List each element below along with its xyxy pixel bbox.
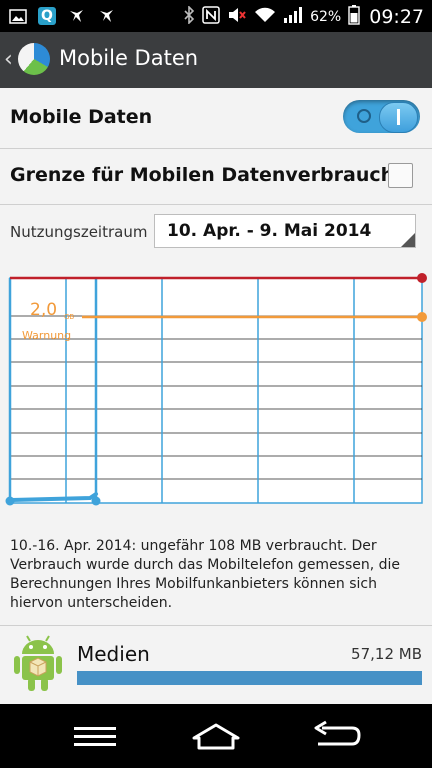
- period-select[interactable]: 10. Apr. - 9. Mai 2014: [154, 214, 416, 248]
- back-icon[interactable]: [312, 720, 362, 752]
- mobile-data-label: Mobile Daten: [10, 106, 153, 128]
- sweep-right-handle[interactable]: [91, 496, 101, 506]
- usage-line: [10, 492, 98, 502]
- usage-chart: [5, 273, 427, 506]
- grid-vertical-lines: [65, 278, 355, 503]
- dropdown-corner-icon: [401, 233, 415, 247]
- q-app-icon: Q: [38, 7, 56, 25]
- bluetooth-icon: [183, 5, 195, 28]
- warning-label: Warnung: [22, 329, 72, 342]
- warning-unit: GB: [64, 313, 75, 321]
- system-icons: 62% 09:27: [183, 5, 424, 29]
- app-name: Medien: [77, 642, 150, 666]
- home-icon[interactable]: [191, 720, 241, 752]
- divider: [0, 625, 432, 626]
- page-title: Mobile Daten: [59, 46, 199, 70]
- mobile-data-toggle[interactable]: [343, 100, 420, 133]
- mute-icon: [227, 6, 247, 28]
- menu-icon[interactable]: [70, 720, 120, 752]
- data-limit-checkbox[interactable]: [388, 163, 413, 188]
- battery-percent: 62%: [310, 9, 342, 25]
- android-icon: [14, 635, 62, 691]
- limit-handle[interactable]: [417, 273, 427, 283]
- period-label: Nutzungszeitraum: [10, 223, 148, 241]
- nfc-icon: [202, 6, 220, 28]
- divider: [0, 204, 432, 205]
- bird-icon: [66, 6, 86, 26]
- chart-grid: [9, 277, 423, 504]
- notification-icons: Q: [8, 6, 116, 26]
- toggle-on-marker: [397, 109, 400, 125]
- battery-icon: [348, 5, 360, 29]
- app-usage-bar: [77, 671, 422, 685]
- app-logo[interactable]: [18, 43, 50, 75]
- warning-handle[interactable]: [417, 312, 427, 322]
- toggle-off-marker: [357, 109, 371, 123]
- data-limit-row[interactable]: Grenze für Mobilen Datenverbrauch: [0, 149, 432, 204]
- signal-icon: [283, 6, 303, 28]
- period-value: 10. Apr. - 9. Mai 2014: [167, 221, 372, 241]
- usage-note: 10.-16. Apr. 2014: ungefähr 108 MB verbr…: [10, 538, 401, 611]
- app-usage-row[interactable]: Medien 57,12 MB: [0, 626, 432, 704]
- image-icon: [8, 6, 28, 26]
- app-data-size: 57,12 MB: [351, 645, 422, 663]
- status-bar: Q 62% 09:27: [0, 0, 432, 32]
- app-bar: ‹ Mobile Daten: [0, 32, 432, 88]
- toggle-knob[interactable]: [379, 102, 418, 133]
- warning-value: 2,0: [30, 300, 58, 320]
- data-limit-label: Grenze für Mobilen Datenverbrauch: [10, 164, 395, 186]
- navigation-bar: [0, 704, 432, 768]
- bird-icon: [96, 6, 116, 26]
- wifi-icon: [254, 6, 276, 28]
- divider: [0, 148, 432, 149]
- back-arrow-icon[interactable]: ‹: [4, 47, 13, 72]
- clock: 09:27: [369, 6, 424, 28]
